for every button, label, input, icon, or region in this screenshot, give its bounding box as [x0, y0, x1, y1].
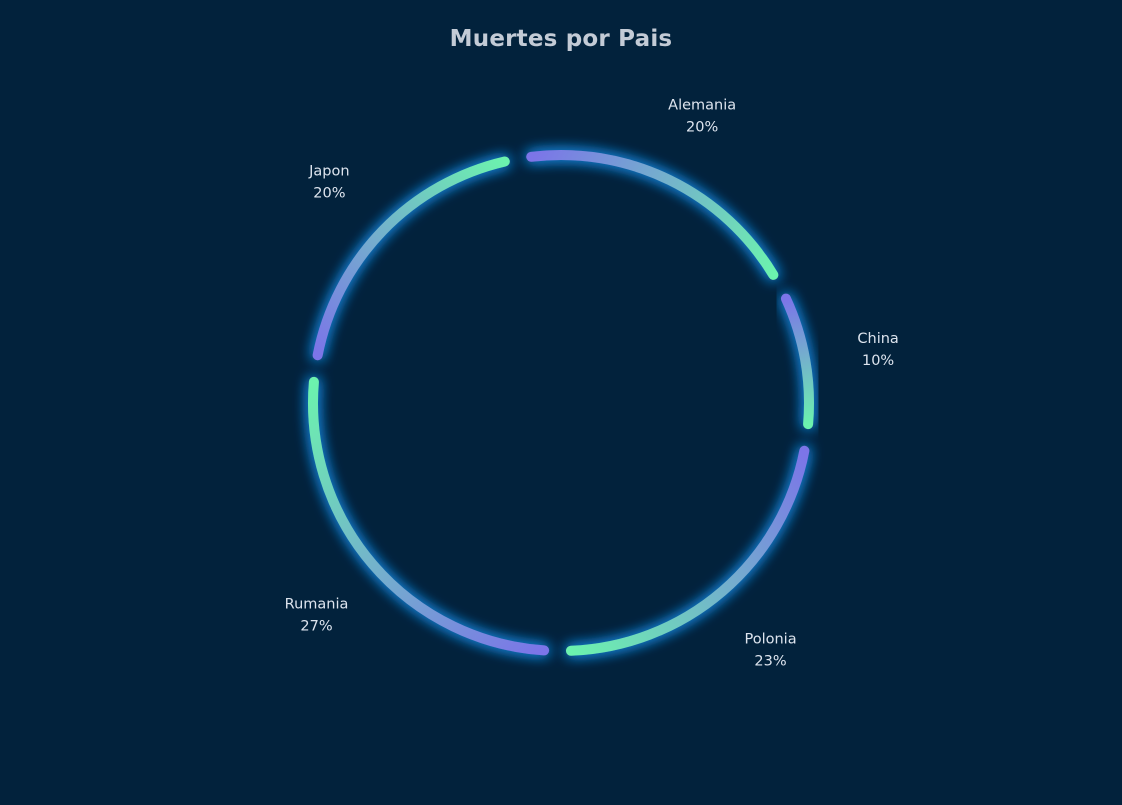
slice-category-label: Rumania [285, 597, 349, 613]
slice-label-alemania: Alemania 20% [668, 98, 736, 136]
slice-rumania[interactable] [308, 376, 550, 656]
slice-percent-label: 20% [313, 185, 345, 201]
slice-percent-label: 27% [300, 619, 332, 635]
slice-label-japon: Japon 20% [308, 163, 349, 201]
slice-category-label: China [857, 331, 898, 347]
chart-title: Muertes por Pais [449, 26, 673, 52]
slice-alemania[interactable] [526, 150, 779, 280]
slice-category-label: Alemania [668, 98, 736, 114]
slice-label-polonia: Polonia 23% [744, 631, 796, 669]
slice-label-china: China 10% [857, 331, 898, 369]
slice-percent-label: 10% [862, 353, 894, 369]
slice-japon[interactable] [312, 156, 510, 361]
slice-percent-label: 23% [754, 653, 786, 669]
slice-china[interactable] [780, 293, 814, 430]
slice-category-label: Polonia [744, 631, 796, 647]
labels-group: Polonia 23% Rumania 27% Japon 20% Alemania 20% C… [285, 98, 899, 670]
slice-percent-label: 20% [686, 120, 718, 136]
slice-polonia[interactable] [565, 445, 810, 656]
slice-category-label: Japon [308, 163, 349, 179]
slices-group [308, 150, 814, 656]
slice-label-rumania: Rumania 27% [285, 597, 349, 635]
